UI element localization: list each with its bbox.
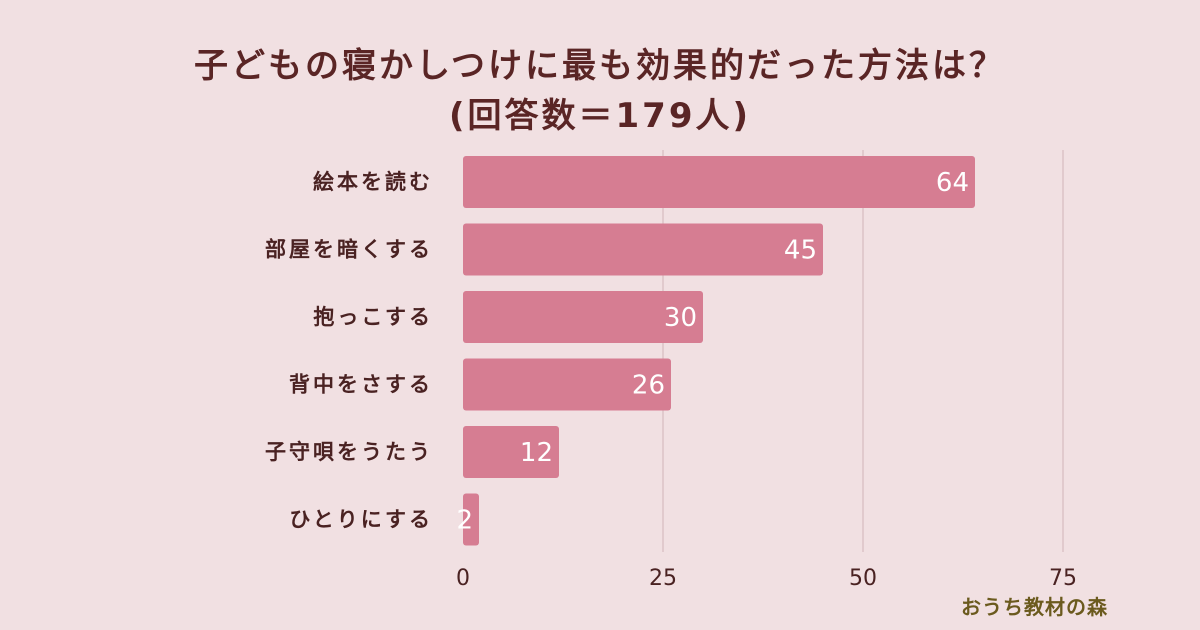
category-label-4: 子守唄をうたう [265,440,433,464]
bar-5 [463,493,479,546]
x-tick-label-50: 50 [849,566,877,591]
category-label-0: 絵本を読む [313,170,433,194]
value-label-2: 30 [664,303,697,333]
chart-subtitle: (回答数＝179人) [448,96,752,136]
bar-0 [463,156,975,208]
x-tick-label-0: 0 [456,566,470,591]
value-label-3: 26 [632,371,665,401]
bar-1 [463,223,823,276]
value-label-1: 45 [784,236,817,266]
value-label-5: 2 [456,506,473,536]
category-label-5: ひとりにする [289,508,433,532]
x-tick-label-75: 75 [1049,566,1077,591]
x-tick-label-25: 25 [649,566,677,591]
value-label-0: 64 [936,168,969,198]
bar-2 [463,291,703,343]
value-label-4: 12 [520,438,553,468]
category-label-1: 部屋を暗くする [265,238,433,262]
watermark-logo: おうち教材の森 [961,595,1108,619]
chart-title: 子どもの寝かしつけに最も効果的だった方法は？ [194,46,1006,86]
bar-3 [463,358,671,411]
bar-4 [463,426,559,478]
category-label-3: 背中をさする [289,373,433,397]
category-label-2: 抱っこする [313,305,433,329]
